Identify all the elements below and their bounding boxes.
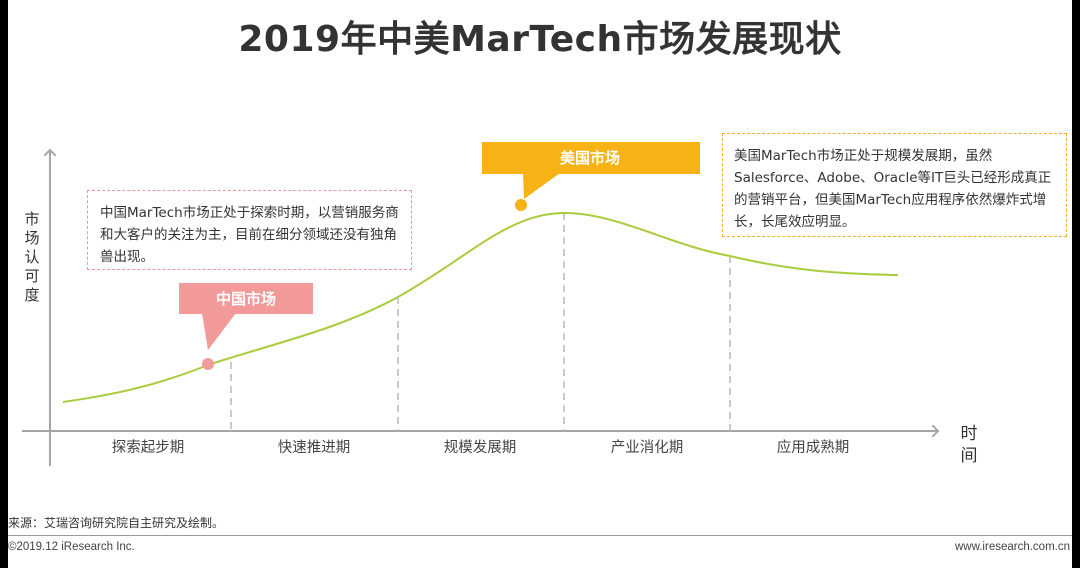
source-note: 来源：艾瑞咨询研究院自主研究及绘制。 [8,516,225,530]
china-market-dot [202,358,214,370]
china-market-tag [179,283,313,314]
footer-divider [8,535,1072,536]
adoption-curve [62,211,899,403]
us-market-callout: 美国MarTech市场正处于规模发展期，虽然Salesforce、Adobe、O… [722,133,1067,237]
china-market-marker: 中国市场 [179,283,313,370]
diagram-canvas: 市 场 认 可 度 时 间 探索起步期 快速推进期 规模发展期 产业消化期 应用… [22,142,978,466]
stage-label: 探索起步期 [112,439,185,456]
y-axis-label-char: 市 [24,210,39,228]
us-market-marker: 美国市场 [482,142,700,211]
page-title: 2019年中美MarTech市场发展现状 [238,19,842,60]
us-market-dot [515,199,527,211]
stage-label: 产业消化期 [611,439,684,456]
us-market-label: 美国市场 [560,149,620,167]
slide: 2019年中美MarTech市场发展现状 市 场 认 可 度 时 间 探索起步期… [8,0,1072,568]
us-market-tag [482,142,700,174]
china-market-pointer [202,313,236,350]
y-axis-label-char: 认 [24,248,39,266]
stage-label: 规模发展期 [444,439,517,456]
x-axis-label-char: 时 [961,424,978,444]
copyright-text: ©2019.12 iResearch Inc. [8,541,135,553]
china-market-callout: 中国MarTech市场正处于探索时期，以营销服务商和大客户的关注为主，目前在细分… [87,190,412,270]
x-axis-label-char: 间 [961,446,978,466]
us-market-pointer [523,173,560,199]
stage-label: 应用成熟期 [777,438,850,456]
y-axis-label-char: 度 [24,286,39,304]
y-axis-label-char: 可 [24,267,39,285]
china-market-label: 中国市场 [216,290,276,308]
y-axis-label-char: 场 [24,229,39,247]
stage-label: 快速推进期 [278,439,351,456]
website-link[interactable]: www.iresearch.com.cn [954,541,1070,553]
